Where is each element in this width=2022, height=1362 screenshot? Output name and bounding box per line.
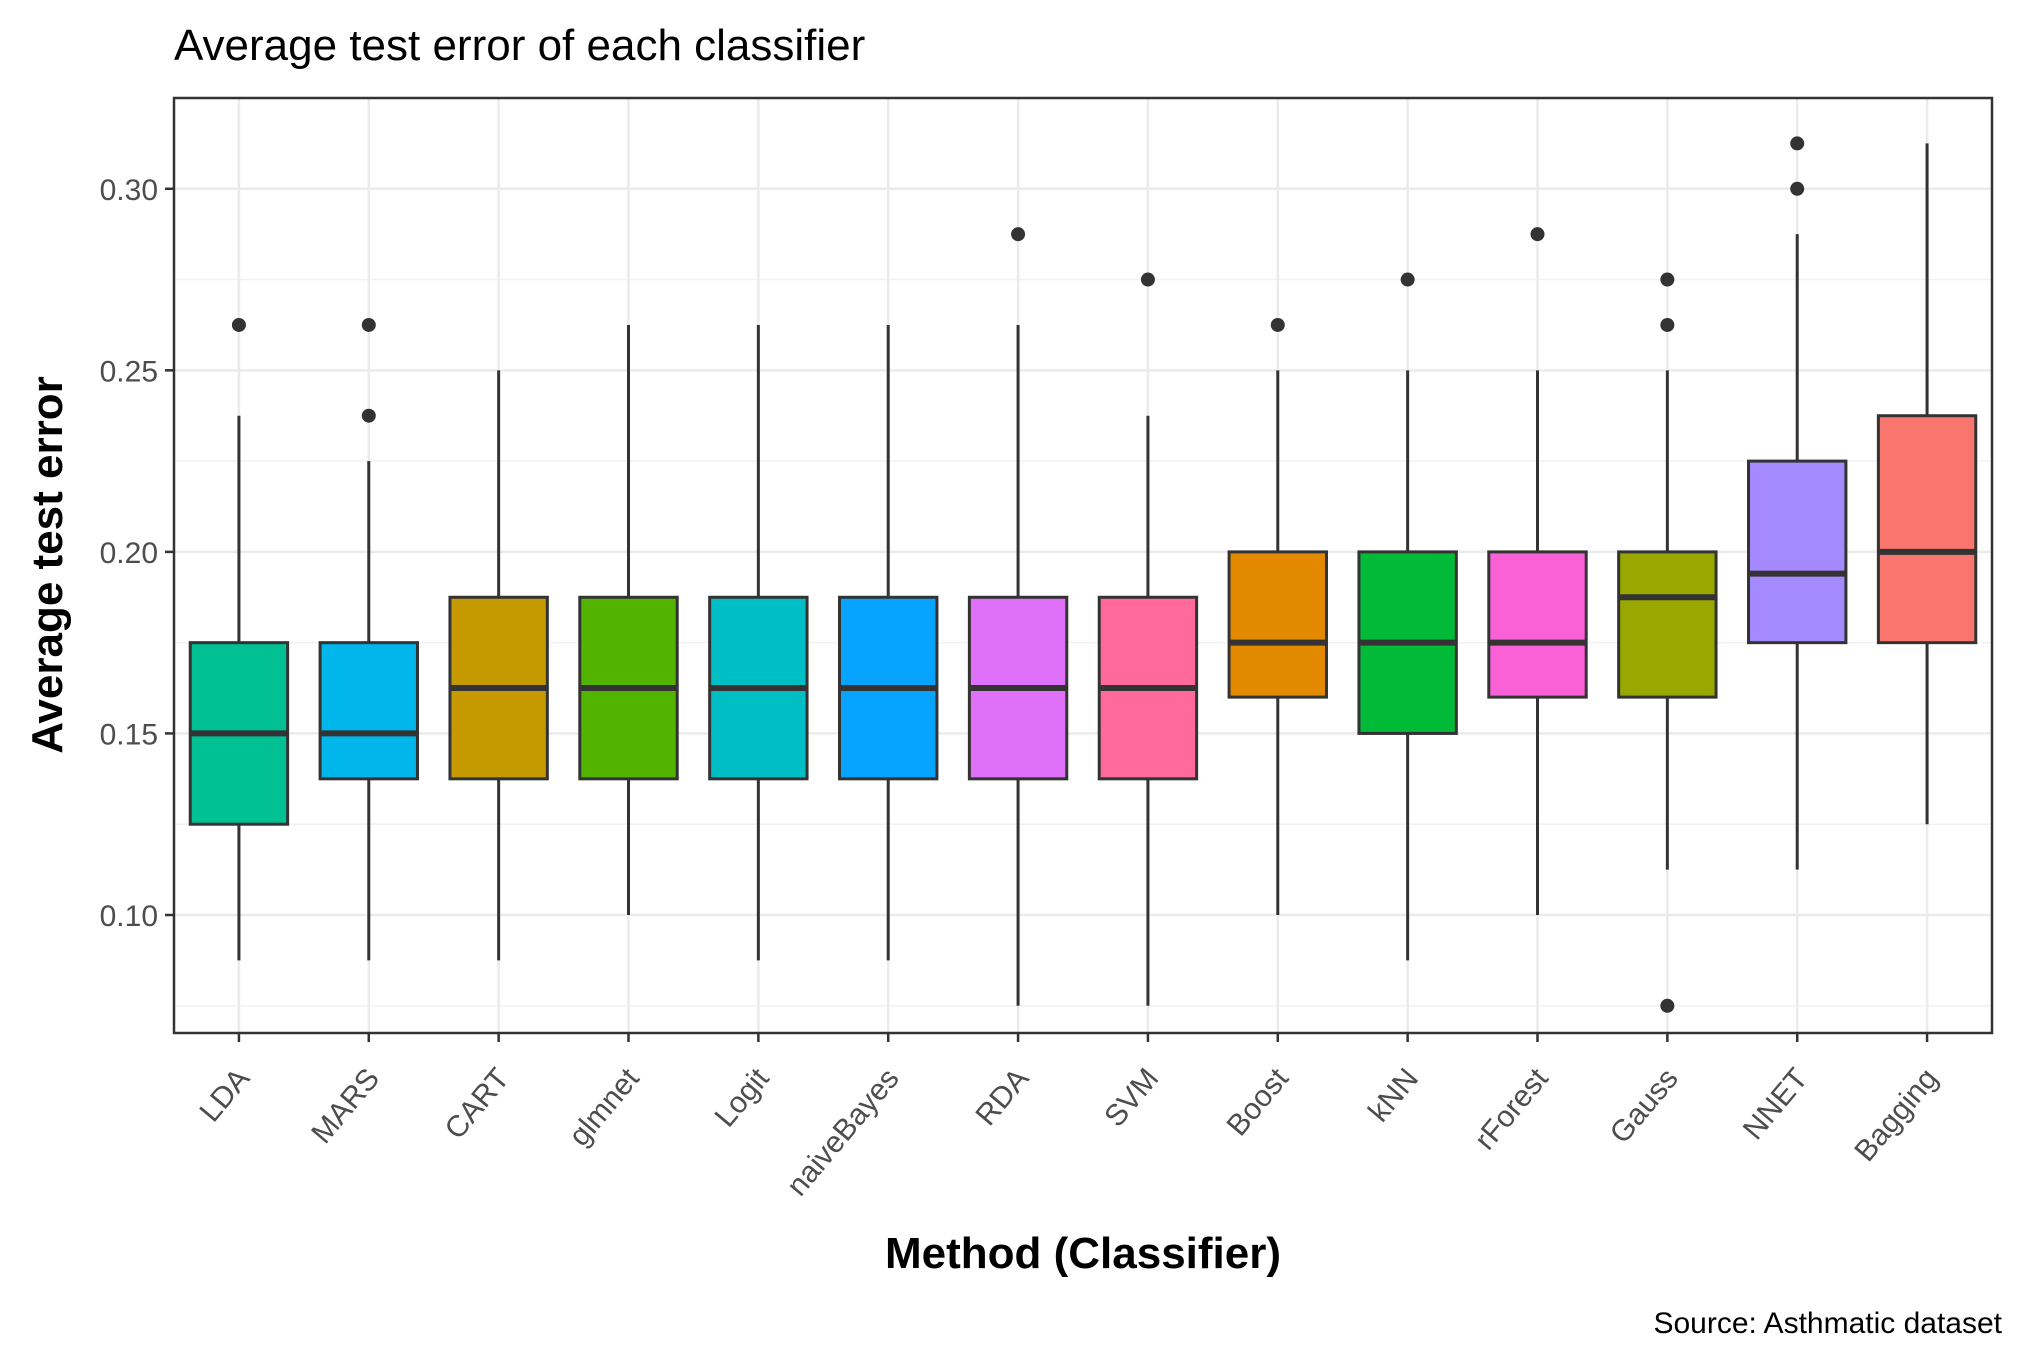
box-RDA [967,227,1069,1006]
x-tick-label: RDA [969,1062,1035,1132]
outlier-point [1790,136,1805,151]
y-tick-label: 0.30 [100,174,158,207]
box-body [1227,550,1328,699]
outlier-point [1660,998,1675,1013]
x-tick-label: kNN [1362,1062,1425,1128]
grid-lines [174,98,1992,1033]
box-SVM [1097,272,1199,1006]
x-tick-label: NNET [1737,1062,1815,1146]
box-naiveBayes [838,324,939,961]
x-axis: LDA MARS CART glmnet Logit naiveBayes RDA SVM Bo… [193,1033,1944,1202]
box-kNN [1357,272,1458,961]
plot-panel-border [172,96,1994,1035]
outlier-point [361,408,376,423]
outlier-point [361,317,376,332]
chart-title: Average test error of each classifier [174,21,865,70]
outlier-point [1270,317,1285,332]
y-tick-label: 0.20 [100,537,158,570]
y-tick-label: 0.15 [100,718,158,751]
box-NNET [1747,136,1848,870]
box-rForest [1487,227,1588,915]
box-CART [448,370,549,961]
outlier-point [1660,272,1675,287]
x-tick-label: Logit [709,1062,777,1134]
box-glmnet [578,324,679,915]
y-tick-label: 0.25 [100,355,158,388]
box-body [318,641,419,781]
box-Bagging [1876,143,1978,825]
outlier-point [1400,272,1415,287]
outlier-point [1140,272,1155,287]
x-tick-label: SVM [1098,1062,1165,1133]
x-tick-label: LDA [193,1062,256,1128]
x-tick-label: CART [439,1062,516,1145]
x-axis-title: Method (Classifier) [885,1229,1281,1278]
box-MARS [318,317,419,961]
box-body [1876,414,1978,645]
box-Boost [1227,317,1328,915]
box-body [1747,459,1848,645]
x-tick-label: MARS [305,1062,386,1150]
outlier-point [231,317,246,332]
x-tick-label: rForest [1469,1062,1556,1157]
y-axis-title: Average test error [23,376,72,753]
box-LDA [188,317,290,961]
y-axis: 0.10 0.15 0.20 0.25 0.30 [100,174,174,933]
outlier-point [1790,181,1805,196]
outlier-point [1011,227,1026,242]
box-Logit [708,324,809,961]
x-tick-label: Boost [1221,1062,1296,1142]
x-tick-label: glmnet [563,1062,647,1153]
outlier-point [1530,227,1545,242]
chart-caption: Source: Asthmatic dataset [1653,1307,2002,1340]
box-body [1487,550,1588,699]
box-body [1617,550,1718,699]
outlier-point [1660,317,1675,332]
boxes [188,136,1978,1013]
y-tick-label: 0.10 [100,900,158,933]
x-tick-label: Bagging [1848,1062,1944,1168]
box-Gauss [1617,272,1718,1013]
x-tick-label: naiveBayes [781,1062,906,1202]
x-tick-label: Gauss [1604,1062,1685,1150]
